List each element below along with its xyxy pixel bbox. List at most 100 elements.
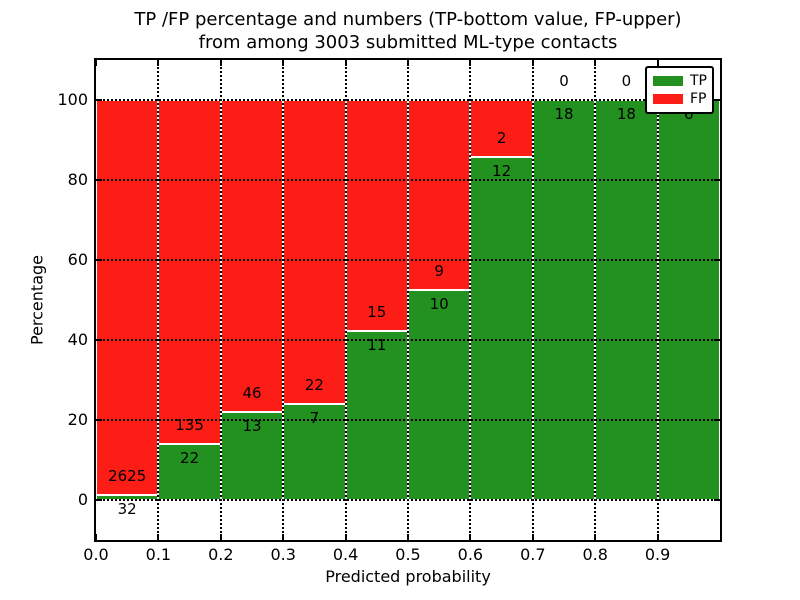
plot-area: 262532135224613227151191021201801806 bbox=[96, 60, 720, 540]
bar-segment-fp bbox=[96, 100, 159, 496]
bar-count-label-tp: 18 bbox=[616, 105, 636, 123]
horizontal-gridline bbox=[96, 259, 720, 261]
y-tick-label: 40 bbox=[67, 330, 88, 349]
x-tick-mark-top bbox=[344, 60, 347, 66]
bar-count-label-fp: 46 bbox=[242, 384, 262, 402]
bar-count-label-fp: 0 bbox=[559, 72, 569, 90]
bar-count-label-tp: 7 bbox=[309, 408, 320, 427]
bar-count-label-tp: 11 bbox=[367, 335, 387, 354]
x-tick-mark bbox=[282, 534, 285, 540]
x-tick-label: 0.4 bbox=[332, 545, 359, 564]
vertical-gridline bbox=[407, 60, 409, 540]
legend-label-tp: TP bbox=[690, 73, 707, 89]
bar-segment-tp bbox=[470, 157, 533, 500]
x-tick-label: 0.8 bbox=[582, 545, 608, 564]
x-tick-mark bbox=[594, 534, 597, 540]
bar-count-label-tp: 18 bbox=[554, 105, 574, 123]
x-tick-mark-top bbox=[594, 60, 597, 66]
y-tick-label: 80 bbox=[67, 170, 88, 189]
legend: TP FP bbox=[645, 66, 714, 114]
vertical-gridline bbox=[656, 60, 659, 540]
x-tick-mark-top bbox=[219, 60, 222, 66]
x-tick-mark bbox=[157, 534, 160, 540]
horizontal-gridline bbox=[96, 179, 720, 181]
y-tick-mark-right bbox=[714, 339, 720, 341]
x-tick-mark bbox=[407, 534, 409, 540]
chart-title-line2: from among 3003 submitted ML-type contac… bbox=[198, 32, 618, 53]
chart-title: TP /FP percentage and numbers (TP-bottom… bbox=[96, 8, 720, 54]
x-tick-mark bbox=[344, 534, 347, 540]
x-tick-mark bbox=[219, 534, 222, 540]
x-tick-mark bbox=[469, 534, 472, 540]
bar-segment-fp bbox=[220, 100, 284, 412]
vertical-gridline bbox=[282, 60, 285, 540]
fp-swatch-icon bbox=[653, 94, 683, 104]
x-tick-label: 0.7 bbox=[520, 545, 546, 564]
bar-segment-fp bbox=[283, 100, 346, 404]
x-tick-mark-top bbox=[531, 60, 534, 66]
legend-entry-tp: TP bbox=[653, 73, 707, 89]
vertical-gridline bbox=[219, 60, 222, 540]
bar-segment-fp bbox=[345, 100, 408, 331]
vertical-gridline bbox=[594, 60, 597, 540]
bar-count-label-fp: 9 bbox=[434, 261, 444, 280]
x-tick-mark bbox=[656, 534, 659, 540]
vertical-gridline bbox=[157, 60, 160, 540]
vertical-gridline bbox=[531, 60, 534, 540]
x-tick-label: 0.9 bbox=[644, 545, 671, 564]
y-tick-label: 100 bbox=[57, 90, 88, 109]
tp-swatch-icon bbox=[653, 76, 683, 86]
y-tick-mark-right bbox=[714, 259, 720, 261]
x-tick-mark bbox=[95, 534, 97, 540]
horizontal-gridline bbox=[96, 339, 720, 341]
bar-count-label-tp: 12 bbox=[492, 162, 512, 181]
horizontal-gridline bbox=[96, 419, 720, 421]
x-tick-label: 0.2 bbox=[208, 545, 234, 564]
y-tick-label: 60 bbox=[67, 250, 88, 269]
horizontal-gridline bbox=[96, 499, 720, 501]
y-tick-mark-right bbox=[714, 419, 720, 421]
y-tick-mark bbox=[96, 339, 102, 341]
bar-segment-tp bbox=[657, 100, 720, 500]
bar-segment-tp bbox=[408, 289, 471, 500]
y-tick-mark bbox=[96, 179, 102, 181]
x-axis-label: Predicted probability bbox=[325, 567, 491, 586]
x-tick-mark-top bbox=[282, 60, 285, 66]
y-tick-mark bbox=[96, 259, 102, 261]
x-tick-mark-top bbox=[407, 60, 409, 66]
bar-segment-tp bbox=[532, 100, 596, 500]
x-tick-label: 0.5 bbox=[395, 545, 421, 564]
x-tick-mark-top bbox=[157, 60, 160, 66]
bar-count-label-fp: 0 bbox=[621, 72, 632, 90]
legend-entry-fp: FP bbox=[653, 91, 707, 107]
x-tick-label: 0.3 bbox=[270, 545, 296, 564]
bar-count-label-tp: 22 bbox=[180, 449, 200, 467]
bar-count-label-tp: 10 bbox=[429, 294, 449, 313]
x-tick-label: 0.1 bbox=[145, 545, 172, 564]
bar-segment-fp bbox=[158, 100, 221, 444]
bar-count-label-fp: 15 bbox=[367, 302, 387, 321]
x-tick-label: 0.6 bbox=[457, 545, 484, 564]
y-tick-mark-right bbox=[714, 179, 720, 181]
horizontal-gridline bbox=[96, 99, 720, 101]
chart-title-line1: TP /FP percentage and numbers (TP-bottom… bbox=[134, 9, 682, 30]
x-tick-mark-top bbox=[95, 60, 97, 66]
x-tick-mark-top bbox=[656, 60, 659, 66]
y-tick-label: 0 bbox=[77, 490, 88, 509]
y-tick-mark bbox=[96, 419, 102, 421]
bar-count-label-fp: 135 bbox=[175, 416, 204, 434]
bar-segment-tp bbox=[345, 330, 408, 500]
x-tick-label: 0.0 bbox=[83, 545, 109, 564]
bar-count-label-tp: 32 bbox=[117, 500, 137, 519]
y-tick-mark-right bbox=[714, 499, 720, 501]
bar-count-label-fp: 22 bbox=[304, 375, 324, 394]
vertical-gridline bbox=[344, 60, 347, 540]
legend-label-fp: FP bbox=[690, 91, 707, 107]
vertical-gridline bbox=[469, 60, 472, 540]
y-tick-mark-right bbox=[714, 99, 720, 101]
y-tick-mark bbox=[96, 499, 102, 501]
bar-count-label-tp: 6 bbox=[684, 105, 694, 123]
y-tick-mark bbox=[96, 99, 102, 101]
bar-count-label-fp: 2 bbox=[496, 129, 507, 148]
